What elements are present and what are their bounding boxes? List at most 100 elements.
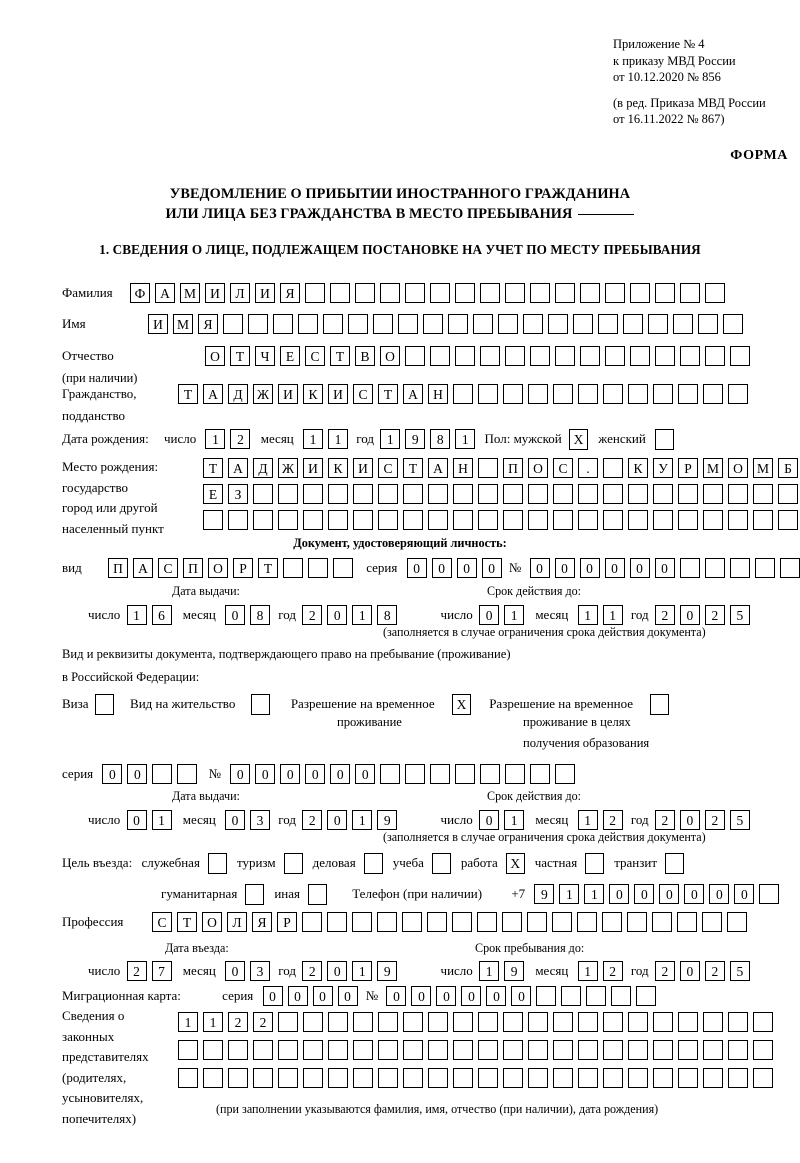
form-cell[interactable] xyxy=(273,314,293,335)
form-cell[interactable]: 0 xyxy=(327,810,348,831)
birthplace-row-3[interactable] xyxy=(203,508,798,531)
form-cell[interactable] xyxy=(203,510,223,531)
form-cell[interactable] xyxy=(405,346,425,367)
form-cell[interactable]: 0 xyxy=(734,884,755,905)
form-cell[interactable] xyxy=(728,1040,748,1061)
form-cell[interactable] xyxy=(453,384,473,405)
form-cell[interactable] xyxy=(573,314,593,335)
form-cell[interactable]: А xyxy=(428,458,448,479)
form-cell[interactable] xyxy=(380,764,401,785)
form-cell[interactable] xyxy=(759,884,780,905)
form-cell[interactable]: 2 xyxy=(302,810,323,831)
form-cell[interactable]: И xyxy=(328,384,348,405)
form-cell[interactable] xyxy=(678,384,698,405)
form-cell[interactable]: 1 xyxy=(584,884,605,905)
form-cell[interactable] xyxy=(455,283,475,304)
form-cell[interactable] xyxy=(603,484,623,505)
form-cell[interactable]: 1 xyxy=(205,429,226,450)
form-cell[interactable]: Т xyxy=(203,458,223,479)
form-cell[interactable] xyxy=(503,510,523,531)
form-cell[interactable]: И xyxy=(205,283,225,304)
representatives-row-3[interactable] xyxy=(178,1066,773,1089)
form-cell[interactable] xyxy=(228,1068,248,1089)
form-cell[interactable] xyxy=(505,283,525,304)
form-cell[interactable]: 1 xyxy=(328,429,349,450)
form-cell[interactable] xyxy=(623,314,643,335)
form-cell[interactable] xyxy=(753,1068,773,1089)
form-cell[interactable] xyxy=(503,384,523,405)
form-cell[interactable]: 0 xyxy=(481,558,502,579)
form-cell[interactable]: 2 xyxy=(704,961,725,982)
form-cell[interactable]: Ж xyxy=(278,458,298,479)
form-cell[interactable]: С xyxy=(553,458,573,479)
form-cell[interactable] xyxy=(728,1068,748,1089)
form-cell[interactable] xyxy=(378,1040,398,1061)
form-cell[interactable]: 1 xyxy=(151,810,172,831)
form-cell[interactable] xyxy=(727,912,747,933)
form-cell[interactable] xyxy=(680,346,700,367)
form-cell[interactable]: Я xyxy=(280,283,300,304)
form-cell[interactable] xyxy=(628,510,648,531)
form-cell[interactable]: 1 xyxy=(602,605,623,626)
form-cell[interactable] xyxy=(728,1012,748,1033)
form-cell[interactable] xyxy=(480,764,501,785)
form-cell[interactable] xyxy=(503,484,523,505)
form-cell[interactable]: 0 xyxy=(579,558,600,579)
form-cell[interactable] xyxy=(248,314,268,335)
form-cell[interactable] xyxy=(428,1040,448,1061)
form-cell[interactable]: С xyxy=(157,558,178,579)
form-cell[interactable] xyxy=(428,510,448,531)
form-cell[interactable] xyxy=(328,1068,348,1089)
form-cell[interactable] xyxy=(503,1012,523,1033)
form-cell[interactable] xyxy=(779,558,800,579)
form-cell[interactable]: М xyxy=(753,458,773,479)
form-cell[interactable]: М xyxy=(173,314,193,335)
form-cell[interactable] xyxy=(303,484,323,505)
form-cell[interactable]: Р xyxy=(277,912,297,933)
form-cell[interactable] xyxy=(653,384,673,405)
form-cell[interactable]: 0 xyxy=(127,764,148,785)
form-cell[interactable]: О xyxy=(207,558,228,579)
form-cell[interactable] xyxy=(702,912,722,933)
form-cell[interactable]: 0 xyxy=(126,810,147,831)
form-cell[interactable] xyxy=(378,510,398,531)
form-cell[interactable]: 5 xyxy=(729,961,750,982)
form-cell[interactable] xyxy=(278,1040,298,1061)
form-cell[interactable]: 0 xyxy=(431,558,452,579)
form-cell[interactable] xyxy=(398,314,418,335)
form-cell[interactable] xyxy=(578,484,598,505)
form-cell[interactable] xyxy=(278,1068,298,1089)
form-cell[interactable] xyxy=(603,1040,623,1061)
form-cell[interactable] xyxy=(655,283,675,304)
form-cell[interactable] xyxy=(698,314,718,335)
form-cell[interactable] xyxy=(478,458,498,479)
form-cell[interactable] xyxy=(478,1012,498,1033)
purpose-option-checkbox[interactable] xyxy=(431,852,451,874)
purpose-option-checkbox[interactable] xyxy=(585,852,605,874)
form-cell[interactable]: О xyxy=(202,912,222,933)
form-cell[interactable] xyxy=(307,558,328,579)
form-cell[interactable]: 0 xyxy=(411,986,432,1007)
permit-visa-checkbox[interactable] xyxy=(94,693,114,715)
purpose-option-checkbox[interactable] xyxy=(307,883,327,905)
form-cell[interactable] xyxy=(428,1012,448,1033)
form-cell[interactable] xyxy=(630,346,650,367)
purpose-option-checkbox[interactable] xyxy=(283,852,303,874)
form-cell[interactable]: 0 xyxy=(225,605,246,626)
form-cell[interactable]: 1 xyxy=(577,810,598,831)
form-cell[interactable] xyxy=(628,1040,648,1061)
form-cell[interactable] xyxy=(678,1040,698,1061)
form-cell[interactable] xyxy=(627,912,647,933)
form-cell[interactable]: 2 xyxy=(253,1012,273,1033)
form-cell[interactable] xyxy=(423,314,443,335)
form-cell[interactable] xyxy=(555,283,575,304)
form-cell[interactable] xyxy=(673,314,693,335)
form-cell[interactable] xyxy=(328,510,348,531)
form-cell[interactable] xyxy=(353,484,373,505)
